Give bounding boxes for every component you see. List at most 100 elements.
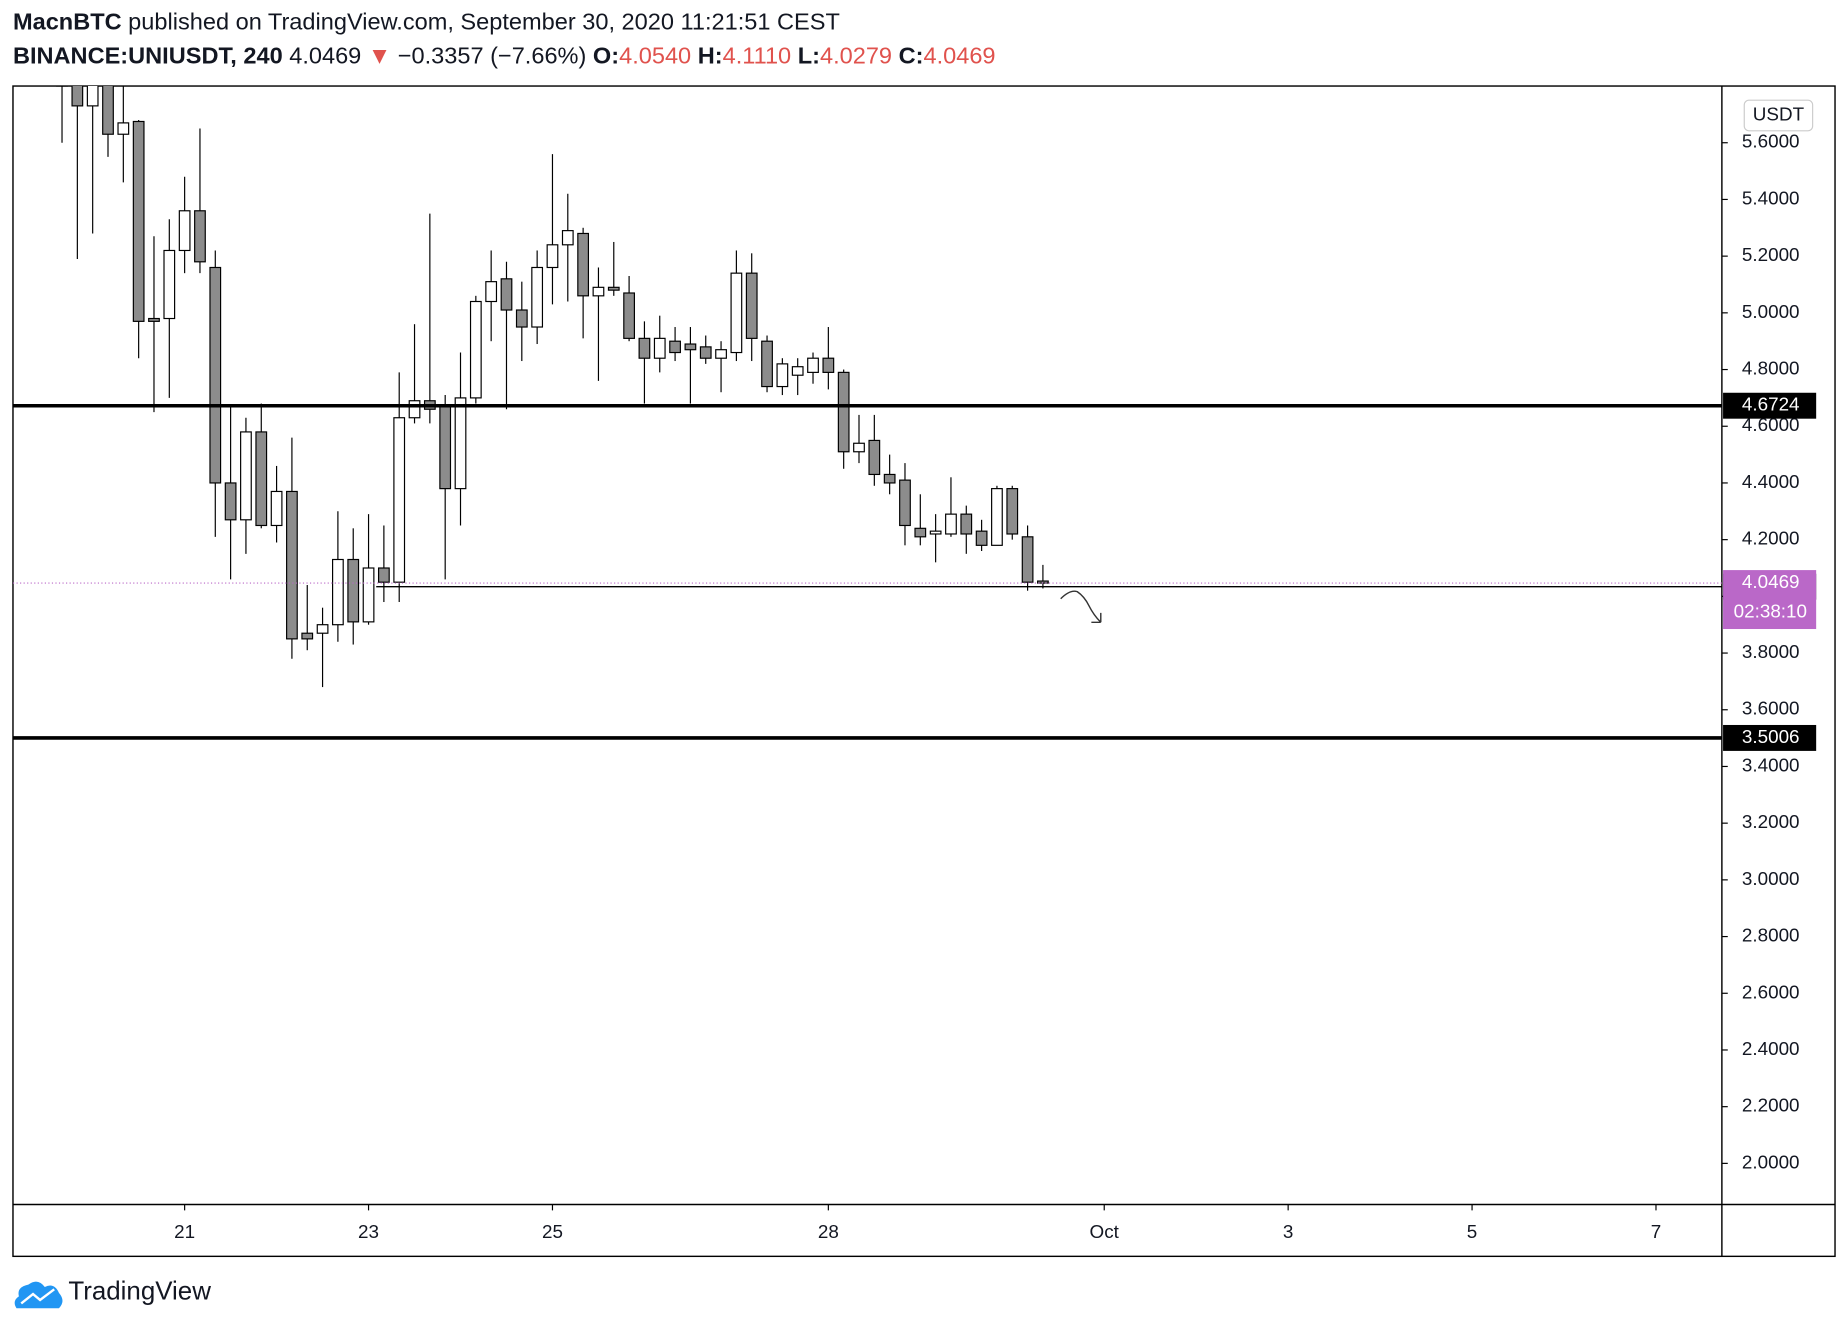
candle-body bbox=[377, 567, 390, 583]
candle-body bbox=[883, 473, 896, 484]
candle-body bbox=[960, 513, 973, 535]
y-tick-label: 4.2000 bbox=[1742, 528, 1800, 549]
candle-body bbox=[975, 530, 988, 546]
candle-body bbox=[914, 527, 927, 538]
candle-body bbox=[1006, 488, 1019, 535]
y-tick-label: 4.6000 bbox=[1742, 414, 1800, 435]
candle-body bbox=[807, 357, 819, 373]
x-tick-label: 28 bbox=[818, 1221, 839, 1242]
candle-body bbox=[240, 431, 252, 521]
candle-body bbox=[86, 86, 99, 107]
candle-body bbox=[454, 397, 467, 490]
y-tick-label: 5.4000 bbox=[1742, 187, 1800, 208]
candle-body bbox=[868, 439, 881, 476]
x-tick-label: Oct bbox=[1090, 1221, 1120, 1242]
brand: TradingView bbox=[68, 1278, 211, 1306]
candle-body bbox=[776, 363, 789, 388]
candle-body bbox=[408, 400, 421, 419]
c-label: C: bbox=[899, 43, 924, 69]
l-label: L: bbox=[798, 43, 820, 69]
candle-body bbox=[56, 86, 68, 87]
currency-box bbox=[1743, 99, 1814, 132]
candle-body bbox=[837, 371, 850, 453]
y-tick-label: 3.6000 bbox=[1742, 698, 1800, 719]
candle-body bbox=[332, 558, 344, 626]
y-tick-label: 4.4000 bbox=[1742, 471, 1800, 492]
candle-body bbox=[822, 357, 835, 373]
x-tick-label: 25 bbox=[542, 1221, 563, 1242]
x-tick-label: 7 bbox=[1651, 1221, 1661, 1242]
candle-body bbox=[286, 490, 298, 640]
candle-body bbox=[270, 490, 283, 527]
candle-body bbox=[163, 249, 176, 320]
y-tick-label: 2.8000 bbox=[1742, 925, 1800, 946]
candle-body bbox=[684, 343, 697, 351]
candle-body bbox=[623, 292, 635, 339]
y-tick-label: 2.6000 bbox=[1742, 981, 1800, 1002]
candle-body bbox=[791, 366, 804, 376]
candle-body bbox=[715, 349, 727, 359]
x-tick-label: 23 bbox=[358, 1221, 379, 1242]
candle-body bbox=[1021, 536, 1034, 583]
level-label: 4.6724 bbox=[1742, 394, 1800, 415]
header-line-1: MacnBTC published on TradingView.com, Se… bbox=[13, 9, 840, 35]
candle-body bbox=[730, 272, 743, 354]
h-label: H: bbox=[698, 43, 723, 69]
candle-body bbox=[71, 86, 84, 107]
x-tick-label: 5 bbox=[1467, 1221, 1477, 1242]
currency: USDT bbox=[1753, 103, 1805, 124]
x-tick-label: 3 bbox=[1283, 1221, 1293, 1242]
candle-body bbox=[546, 244, 559, 269]
y-tick-label: 4.8000 bbox=[1742, 358, 1800, 379]
candle-body bbox=[929, 530, 942, 535]
change: −0.3357 (−7.66%) bbox=[398, 43, 587, 69]
h-value: 4.1110 bbox=[723, 43, 792, 69]
y-tick-label: 5.2000 bbox=[1742, 244, 1800, 265]
drawn-arrow bbox=[1060, 590, 1102, 623]
countdown: 02:38:10 bbox=[1734, 601, 1807, 622]
candle-body bbox=[439, 405, 452, 490]
y-tick-label: 3.2000 bbox=[1742, 811, 1800, 832]
candle-body bbox=[577, 232, 590, 297]
candle-body bbox=[255, 431, 268, 527]
candle-body bbox=[132, 120, 145, 322]
header-line-2: BINANCE:UNIUSDT, 240 4.0469 ▼ −0.3357 (−… bbox=[13, 43, 996, 69]
candle-body bbox=[761, 340, 773, 388]
l-value: 4.0279 bbox=[820, 43, 892, 69]
candle-body bbox=[209, 266, 222, 484]
candle-body bbox=[592, 286, 605, 297]
x-tick-label: 21 bbox=[174, 1221, 195, 1242]
candle-body bbox=[531, 266, 544, 328]
published: published on TradingView.com, September … bbox=[122, 9, 840, 35]
level-label: 3.5006 bbox=[1742, 726, 1800, 747]
level-label-bg bbox=[1723, 724, 1817, 751]
y-tick-label: 2.0000 bbox=[1742, 1151, 1800, 1172]
candle-body bbox=[500, 278, 513, 311]
candle-body bbox=[194, 210, 206, 263]
author: MacnBTC bbox=[13, 9, 122, 35]
y-tick-label: 2.4000 bbox=[1742, 1038, 1800, 1059]
y-tick-label: 5.6000 bbox=[1742, 131, 1800, 152]
frame bbox=[12, 85, 1836, 1258]
c-value: 4.0469 bbox=[923, 43, 995, 69]
y-tick-label: 3.0000 bbox=[1742, 868, 1800, 889]
y-tick-label: 2.2000 bbox=[1742, 1095, 1800, 1116]
last-price-bg bbox=[1723, 570, 1817, 630]
candle-body bbox=[899, 479, 911, 527]
symbol: BINANCE:UNIUSDT, 240 bbox=[13, 43, 283, 69]
y-tick-label: 3.4000 bbox=[1742, 754, 1800, 775]
candle-body bbox=[653, 337, 666, 359]
logo-mark bbox=[20, 1288, 55, 1305]
candle-body bbox=[485, 281, 498, 303]
candle-body bbox=[745, 272, 758, 339]
candle-body bbox=[178, 210, 191, 252]
candle-body bbox=[945, 513, 957, 535]
candle-body bbox=[362, 567, 375, 623]
candle-body bbox=[347, 558, 360, 623]
y-tick-label: 3.8000 bbox=[1742, 641, 1800, 662]
candle-body bbox=[469, 300, 482, 399]
candle-body bbox=[301, 632, 314, 640]
candle-body bbox=[515, 309, 528, 328]
